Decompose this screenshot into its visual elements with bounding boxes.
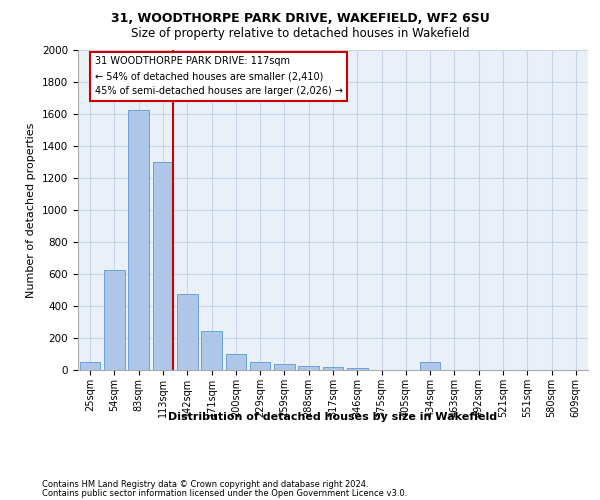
Bar xyxy=(420,362,440,370)
Text: Contains public sector information licensed under the Open Government Licence v3: Contains public sector information licen… xyxy=(42,488,407,498)
Text: 31 WOODTHORPE PARK DRIVE: 117sqm
← 54% of detached houses are smaller (2,410)
45: 31 WOODTHORPE PARK DRIVE: 117sqm ← 54% o… xyxy=(95,56,343,96)
Text: Distribution of detached houses by size in Wakefield: Distribution of detached houses by size … xyxy=(169,412,497,422)
Bar xyxy=(177,294,197,370)
Text: 31, WOODTHORPE PARK DRIVE, WAKEFIELD, WF2 6SU: 31, WOODTHORPE PARK DRIVE, WAKEFIELD, WF… xyxy=(110,12,490,26)
Bar xyxy=(104,270,125,370)
Bar xyxy=(226,354,246,370)
Bar xyxy=(80,362,100,370)
Y-axis label: Number of detached properties: Number of detached properties xyxy=(26,122,37,298)
Text: Size of property relative to detached houses in Wakefield: Size of property relative to detached ho… xyxy=(131,28,469,40)
Bar xyxy=(298,366,319,370)
Bar xyxy=(152,162,173,370)
Bar xyxy=(250,362,271,370)
Text: Contains HM Land Registry data © Crown copyright and database right 2024.: Contains HM Land Registry data © Crown c… xyxy=(42,480,368,489)
Bar xyxy=(347,368,368,370)
Bar xyxy=(128,110,149,370)
Bar xyxy=(323,367,343,370)
Bar xyxy=(201,331,222,370)
Bar xyxy=(274,364,295,370)
